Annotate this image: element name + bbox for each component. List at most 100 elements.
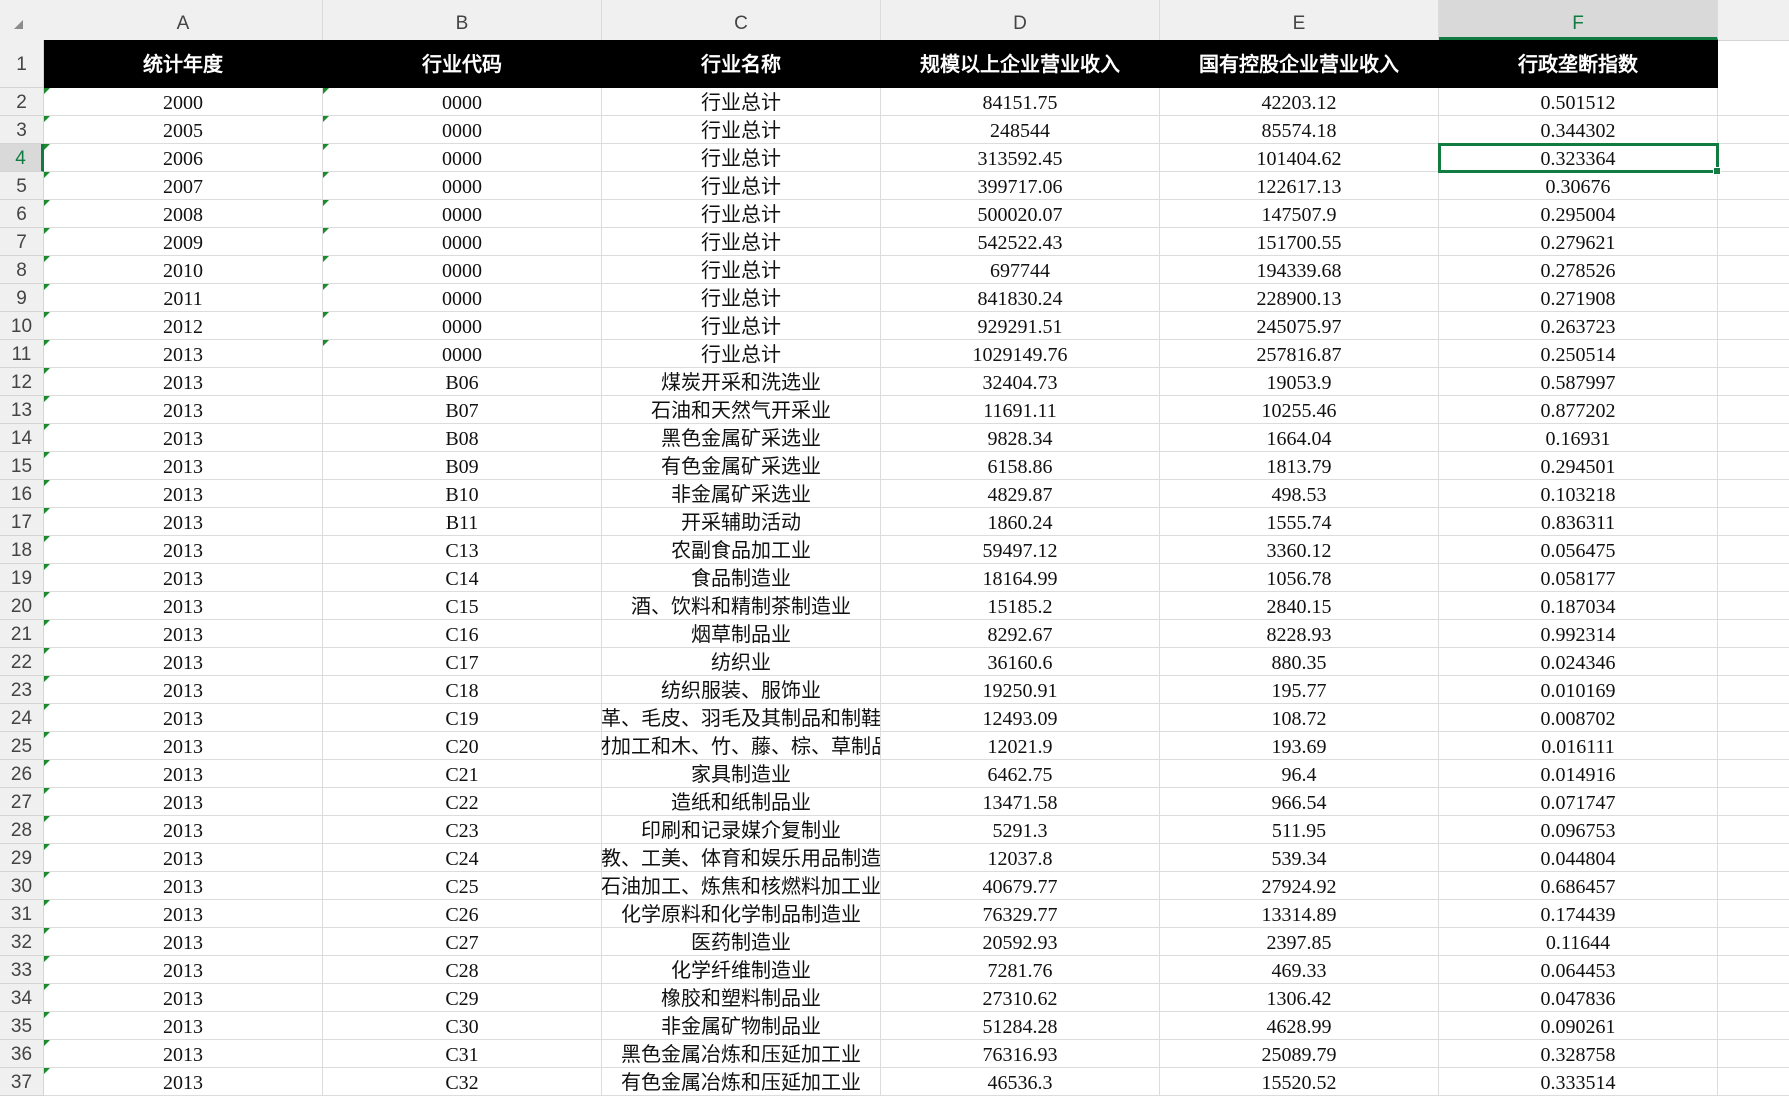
cell-name[interactable]: 印刷和记录媒介复制业 (602, 816, 881, 844)
row-header-11[interactable]: 11 (0, 340, 44, 368)
row-header-28[interactable]: 28 (0, 816, 44, 844)
column-header-d[interactable]: D (881, 0, 1160, 40)
empty-cell[interactable] (1718, 704, 1789, 732)
cell-revenue-state-owned[interactable]: 2397.85 (1160, 928, 1439, 956)
cell-name[interactable]: 行业总计 (602, 284, 881, 312)
cell-code[interactable]: C20 (323, 732, 602, 760)
cell-revenue-state-owned[interactable]: 27924.92 (1160, 872, 1439, 900)
cell-revenue-above-scale[interactable]: 20592.93 (881, 928, 1160, 956)
cell-year[interactable]: 2013 (44, 732, 323, 760)
cell-monopoly-index[interactable]: 0.096753 (1439, 816, 1718, 844)
empty-cell[interactable] (1718, 424, 1789, 452)
cell-name[interactable]: 造纸和纸制品业 (602, 788, 881, 816)
cell-revenue-above-scale[interactable]: 32404.73 (881, 368, 1160, 396)
cell-monopoly-index[interactable]: 0.016111 (1439, 732, 1718, 760)
column-title-revenue-state-owned[interactable]: 国有控股企业营业收入 (1160, 40, 1439, 88)
cell-year[interactable]: 2007 (44, 172, 323, 200)
empty-cell[interactable] (1718, 1068, 1789, 1096)
cell-code[interactable]: B11 (323, 508, 602, 536)
column-header-a[interactable]: A (44, 0, 323, 40)
cell-revenue-state-owned[interactable]: 1664.04 (1160, 424, 1439, 452)
empty-cell[interactable] (1718, 340, 1789, 368)
cell-year[interactable]: 2010 (44, 256, 323, 284)
cell-code[interactable]: 0000 (323, 200, 602, 228)
empty-cell[interactable] (1718, 872, 1789, 900)
column-header-c[interactable]: C (602, 0, 881, 40)
cell-revenue-state-owned[interactable]: 13314.89 (1160, 900, 1439, 928)
cell-code[interactable]: C25 (323, 872, 602, 900)
empty-cell[interactable] (1718, 760, 1789, 788)
cell-revenue-state-owned[interactable]: 19053.9 (1160, 368, 1439, 396)
cell-revenue-above-scale[interactable]: 36160.6 (881, 648, 1160, 676)
row-header-32[interactable]: 32 (0, 928, 44, 956)
cell-revenue-above-scale[interactable]: 59497.12 (881, 536, 1160, 564)
cell-year[interactable]: 2008 (44, 200, 323, 228)
cell-revenue-state-owned[interactable]: 195.77 (1160, 676, 1439, 704)
empty-cell[interactable] (1718, 564, 1789, 592)
cell-year[interactable]: 2013 (44, 592, 323, 620)
cell-code[interactable]: C26 (323, 900, 602, 928)
cell-revenue-state-owned[interactable]: 25089.79 (1160, 1040, 1439, 1068)
cell-revenue-above-scale[interactable]: 11691.11 (881, 396, 1160, 424)
cell-revenue-state-owned[interactable]: 108.72 (1160, 704, 1439, 732)
cell-year[interactable]: 2013 (44, 704, 323, 732)
row-header-30[interactable]: 30 (0, 872, 44, 900)
cell-code[interactable]: C13 (323, 536, 602, 564)
cell-revenue-state-owned[interactable]: 193.69 (1160, 732, 1439, 760)
column-header-e[interactable]: E (1160, 0, 1439, 40)
cell-monopoly-index[interactable]: 0.587997 (1439, 368, 1718, 396)
cell-year[interactable]: 2013 (44, 872, 323, 900)
column-header-f[interactable]: F (1439, 0, 1718, 40)
select-all-button[interactable] (0, 0, 44, 40)
cell-monopoly-index[interactable]: 0.328758 (1439, 1040, 1718, 1068)
cell-year[interactable]: 2013 (44, 564, 323, 592)
cell-code[interactable]: C24 (323, 844, 602, 872)
cell-revenue-state-owned[interactable]: 1056.78 (1160, 564, 1439, 592)
cell-revenue-above-scale[interactable]: 841830.24 (881, 284, 1160, 312)
cell-revenue-state-owned[interactable]: 228900.13 (1160, 284, 1439, 312)
cell-year[interactable]: 2013 (44, 900, 323, 928)
cell-revenue-state-owned[interactable]: 469.33 (1160, 956, 1439, 984)
cell-name[interactable]: 有色金属矿采选业 (602, 452, 881, 480)
cell-monopoly-index[interactable]: 0.250514 (1439, 340, 1718, 368)
cell-code[interactable]: C15 (323, 592, 602, 620)
row-header-36[interactable]: 36 (0, 1040, 44, 1068)
cell-year[interactable]: 2005 (44, 116, 323, 144)
cell-name[interactable]: 行业总计 (602, 172, 881, 200)
cell-code[interactable]: 0000 (323, 116, 602, 144)
cell-year[interactable]: 2006 (44, 144, 323, 172)
row-header-31[interactable]: 31 (0, 900, 44, 928)
cell-revenue-state-owned[interactable]: 15520.52 (1160, 1068, 1439, 1096)
empty-cell[interactable] (1718, 396, 1789, 424)
cell-monopoly-index[interactable]: 0.501512 (1439, 88, 1718, 116)
cell-monopoly-index[interactable]: 0.014916 (1439, 760, 1718, 788)
empty-cell[interactable] (1718, 144, 1789, 172)
cell-code[interactable]: 0000 (323, 228, 602, 256)
column-title-monopoly-index[interactable]: 行政垄断指数 (1439, 40, 1718, 88)
cell-year[interactable]: 2013 (44, 1012, 323, 1040)
cell-name[interactable]: 黑色金属冶炼和压延加工业 (602, 1040, 881, 1068)
empty-cell[interactable] (1718, 900, 1789, 928)
row-header-19[interactable]: 19 (0, 564, 44, 592)
cell-code[interactable]: B07 (323, 396, 602, 424)
cell-revenue-state-owned[interactable]: 194339.68 (1160, 256, 1439, 284)
cell-monopoly-index[interactable]: 0.008702 (1439, 704, 1718, 732)
cell-monopoly-index[interactable]: 0.992314 (1439, 620, 1718, 648)
cell-name[interactable]: 纺织业 (602, 648, 881, 676)
cell-code[interactable]: B06 (323, 368, 602, 396)
column-header-b[interactable]: B (323, 0, 602, 40)
cell-name[interactable]: 家具制造业 (602, 760, 881, 788)
cell-revenue-above-scale[interactable]: 76316.93 (881, 1040, 1160, 1068)
cell-revenue-above-scale[interactable]: 929291.51 (881, 312, 1160, 340)
cell-revenue-above-scale[interactable]: 46536.3 (881, 1068, 1160, 1096)
cell-name[interactable]: 木材加工和木、竹、藤、棕、草制品业 (602, 732, 881, 760)
cell-name[interactable]: 行业总计 (602, 116, 881, 144)
cell-year[interactable]: 2013 (44, 368, 323, 396)
cell-name[interactable]: 医药制造业 (602, 928, 881, 956)
cell-revenue-state-owned[interactable]: 1813.79 (1160, 452, 1439, 480)
empty-cell[interactable] (1718, 368, 1789, 396)
cell-revenue-state-owned[interactable]: 880.35 (1160, 648, 1439, 676)
cell-revenue-state-owned[interactable]: 42203.12 (1160, 88, 1439, 116)
empty-cell[interactable] (1718, 480, 1789, 508)
cell-year[interactable]: 2013 (44, 424, 323, 452)
